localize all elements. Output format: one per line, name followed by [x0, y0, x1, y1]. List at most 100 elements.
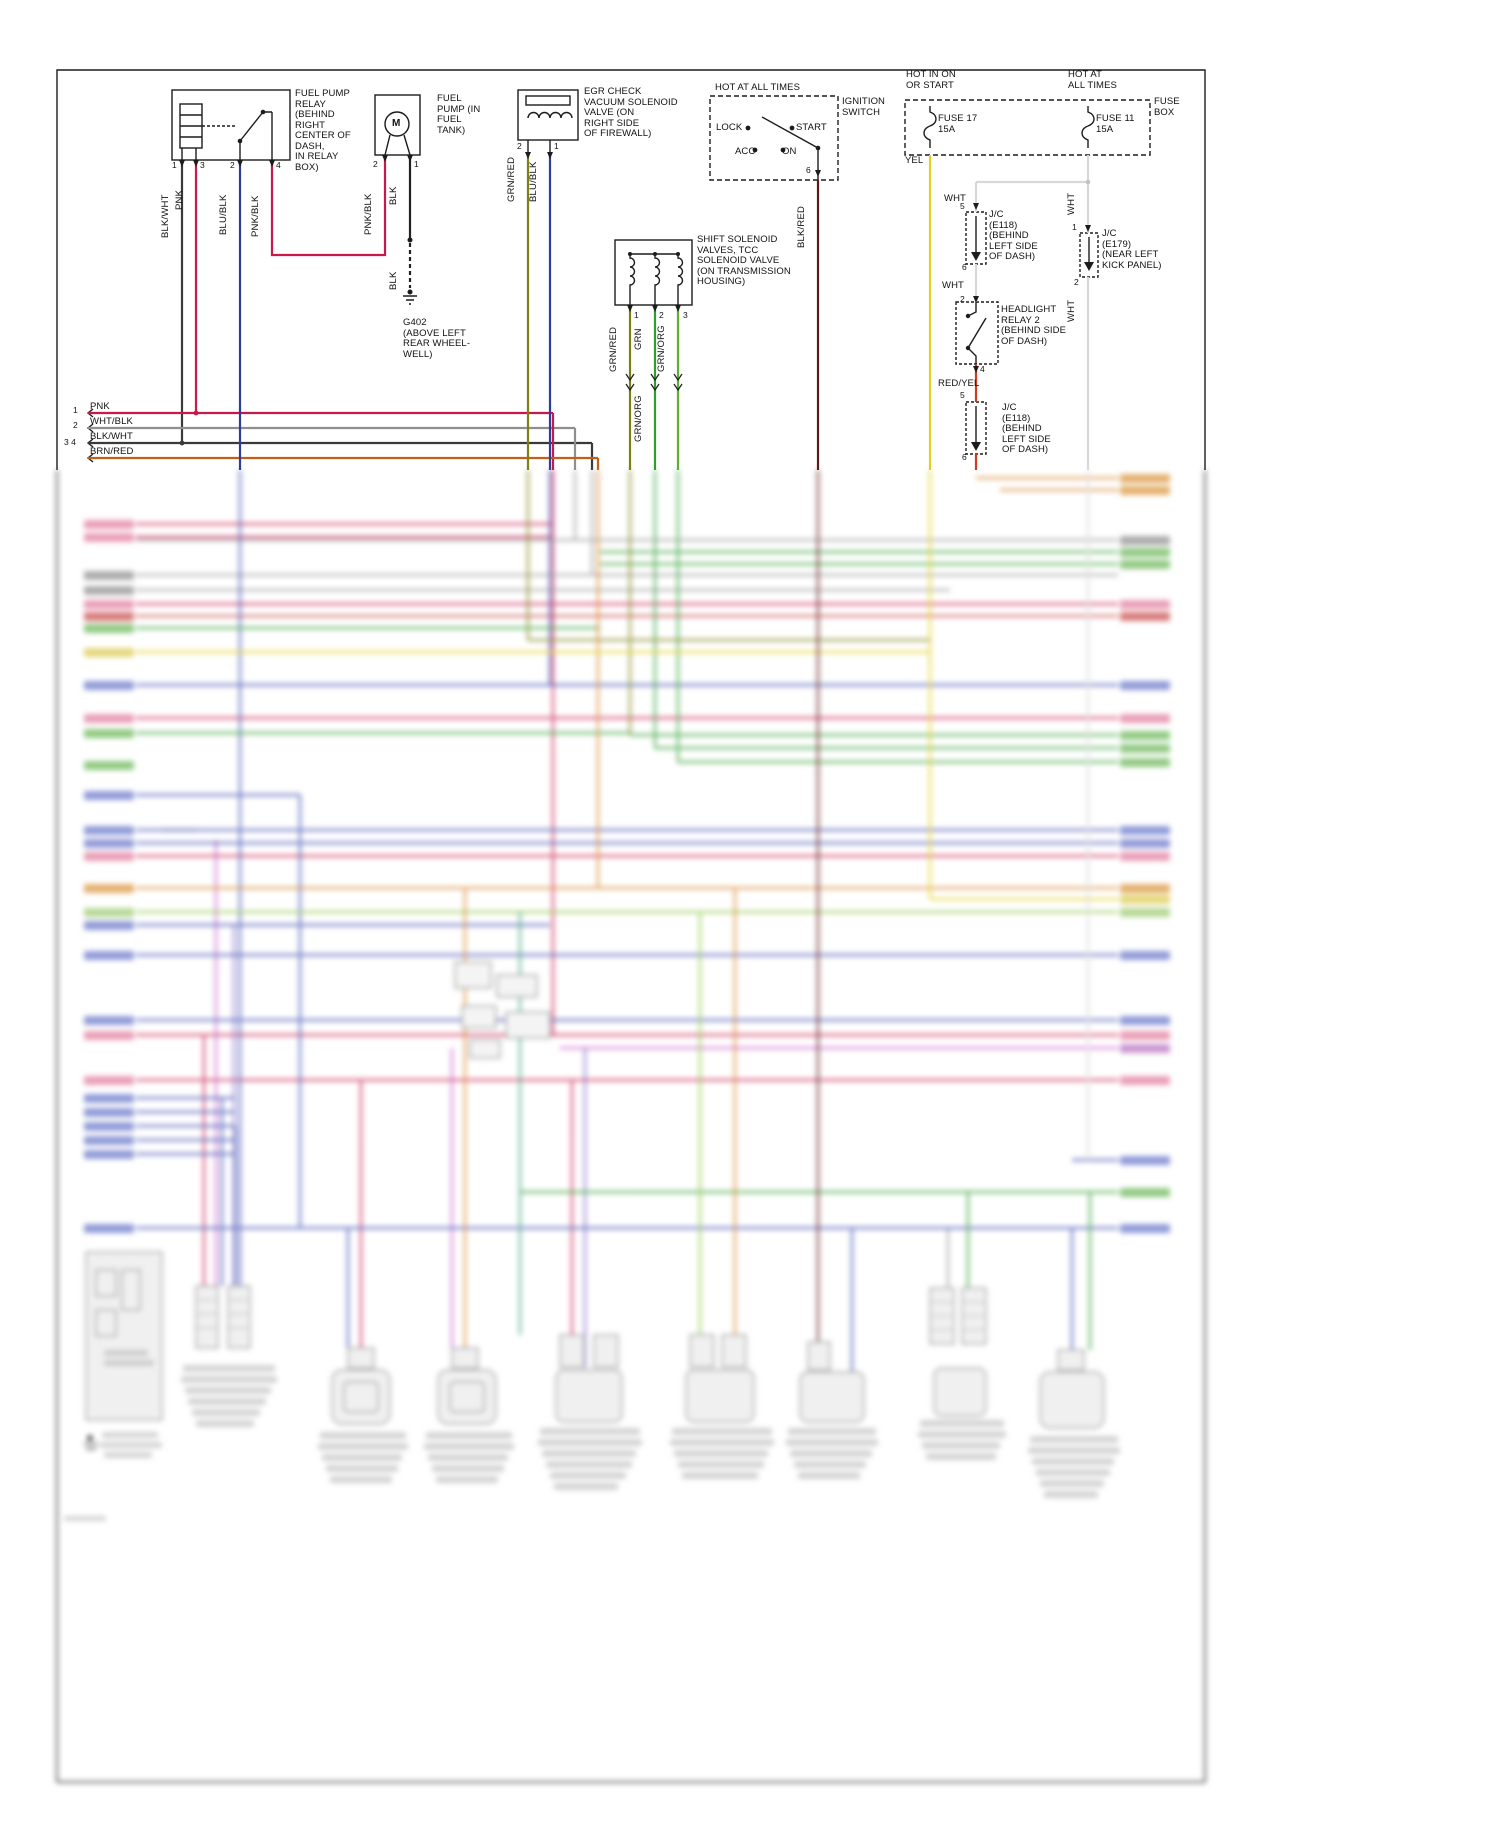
label-fuel-pump: FUEL PUMP (IN FUEL TANK): [437, 93, 481, 136]
blur-wires-green: [136, 470, 1118, 1350]
vlabel-blk-wht: BLK/WHT: [160, 194, 171, 238]
egr-pin-2: 2: [517, 141, 522, 151]
blur-ground-symbol: [84, 1435, 98, 1450]
vlabel-grn-shift: GRN: [633, 328, 644, 350]
ignition-pos-start: START: [796, 122, 827, 133]
vlabel-grn-red-egr: GRN/RED: [506, 156, 517, 202]
wire-grn-red: [526, 152, 632, 470]
headlight-pin-2: 2: [960, 294, 965, 304]
wire-brn-red: [88, 456, 600, 470]
inline-connectors: [625, 373, 683, 392]
label-egr-valve: EGR CHECK VACUUM SOLENOID VALVE (ON RIGH…: [584, 86, 678, 139]
vlabel-blu-blk-egr: BLU/BLK: [528, 161, 539, 202]
wire-label-wht-2: WHT: [942, 280, 964, 291]
vlabel-blk-bottom: BLK: [388, 271, 399, 290]
vlabel-wht-upper: WHT: [1066, 192, 1077, 215]
jc-e179-pin-1: 1: [1072, 222, 1077, 232]
vlabel-pnk-blk-pump: PNK/BLK: [363, 193, 374, 235]
label-hot-in-on-or-start: HOT IN ON OR START: [906, 69, 956, 91]
wire-wht-blk: [88, 426, 577, 470]
headlight-pin-4: 4: [980, 364, 985, 374]
blur-connectors: [85, 1251, 1105, 1429]
row-num-2: 2: [73, 420, 78, 430]
wire-blu-blk: [238, 152, 552, 470]
relay-pin-2: 2: [230, 160, 235, 170]
shift-pin-2: 2: [659, 310, 664, 320]
label-hot-at-all-times-right: HOT AT ALL TIMES: [1068, 69, 1117, 91]
egr-pin-1: 1: [554, 141, 559, 151]
blur-wires-blue: [136, 470, 1118, 1372]
row-label-pnk: PNK: [90, 401, 110, 412]
jc-top-pin-5: 5: [960, 201, 965, 211]
row-label-wht-blk: WHT/BLK: [90, 416, 133, 427]
label-ground-g402: G402 (ABOVE LEFT REAR WHEEL- WELL): [403, 317, 471, 360]
vlabel-grn-org-shift: GRN/ORG: [656, 325, 667, 372]
row-label-blk-wht: BLK/WHT: [90, 431, 133, 442]
vlabel-blu-blk: BLU/BLK: [218, 194, 229, 235]
relay-pin-4: 4: [276, 160, 281, 170]
junction-dots-and-pin-arrows: [179, 109, 1094, 451]
vlabel-pnk: PNK: [174, 189, 185, 210]
blur-left-chips: [84, 520, 134, 1233]
wire-label-red-yel: RED/YEL: [938, 378, 980, 389]
label-jc-e118-top: J/C (E118) (BEHIND LEFT SIDE OF DASH): [989, 209, 1038, 262]
label-ignition-switch: IGNITION SWITCH: [842, 96, 886, 118]
label-shift-solenoid: SHIFT SOLENOID VALVES, TCC SOLENOID VALV…: [697, 234, 791, 287]
wire-pnk: [88, 155, 555, 470]
row-num-1: 1: [73, 405, 78, 415]
ignition-pin-6: 6: [806, 165, 811, 175]
blur-wires-magenta: [214, 840, 1118, 1348]
label-fuse-11: FUSE 11 15A: [1096, 113, 1135, 135]
label-headlight-relay-2: HEADLIGHT RELAY 2 (BEHIND SIDE OF DASH): [1001, 304, 1067, 347]
vlabel-wht-lower: WHT: [1066, 299, 1077, 322]
vlabel-grn-red-shift: GRN/RED: [608, 326, 619, 372]
vlabel-blk-top: BLK: [388, 186, 399, 205]
label-fuel-pump-relay: FUEL PUMP RELAY (BEHIND RIGHT CENTER OF …: [295, 88, 351, 173]
blur-wires-olive: [526, 470, 930, 735]
pump-pin-1: 1: [414, 159, 419, 169]
shift-pin-3: 3: [683, 310, 688, 320]
blur-wires-gray: [136, 470, 1118, 1288]
wire-label-yel: YEL: [905, 155, 924, 166]
ignition-pos-acc: ACC: [735, 146, 756, 157]
ignition-pos-lock: LOCK: [716, 122, 743, 133]
jc-e179-pin-2: 2: [1074, 277, 1079, 287]
blur-wires-lightgreen: [136, 910, 1118, 1335]
row-label-brn-red: BRN/RED: [90, 446, 134, 457]
blur-connector-hatch: [198, 1299, 984, 1331]
pump-pin-2: 2: [373, 159, 378, 169]
jc-bottom-pin-6: 6: [962, 452, 967, 462]
row-num-3-4: 3 4: [64, 437, 76, 447]
blurred-linework: [56, 470, 1206, 1783]
relay-pin-1: 1: [172, 160, 177, 170]
blur-wires-yellow: [136, 470, 1118, 901]
blur-wires-pink: [136, 470, 1118, 1348]
component-outlines: [56, 69, 1206, 470]
jc-top-pin-6: 6: [962, 262, 967, 272]
ignition-pos-on: ON: [782, 146, 797, 157]
blur-text-bars: [64, 1350, 1120, 1521]
blur-wires-orange: [136, 470, 1118, 1348]
vlabel-blk-red: BLK/RED: [796, 205, 807, 248]
shift-pin-1: 1: [634, 310, 639, 320]
blurred-diagram-region: [0, 470, 1500, 1828]
label-jc-e118-bottom: J/C (E118) (BEHIND LEFT SIDE OF DASH): [1002, 402, 1051, 455]
motor-symbol: M: [392, 118, 401, 129]
vlabel-pnk-blk: PNK/BLK: [250, 195, 261, 237]
relay-pin-3: 3: [200, 160, 205, 170]
label-jc-e179: J/C (E179) (NEAR LEFT KICK PANEL): [1102, 228, 1162, 271]
vlabel-grn-org-lower: GRN/ORG: [633, 395, 644, 442]
wire-blk-wht: [88, 160, 594, 470]
blur-frame: [56, 470, 1206, 1783]
blur-right-chips: [1120, 474, 1170, 1233]
label-hot-at-all-times: HOT AT ALL TIMES: [715, 82, 801, 93]
colored-junctions: [179, 179, 1091, 446]
blur-mid-component: [454, 961, 551, 1059]
label-fuse-box: FUSE BOX: [1154, 96, 1180, 118]
wire-label-wht-1: WHT: [944, 193, 966, 204]
wire-wht: [974, 155, 1090, 470]
label-fuse-17: FUSE 17 15A: [938, 113, 978, 135]
wire-runs: [88, 152, 1090, 470]
